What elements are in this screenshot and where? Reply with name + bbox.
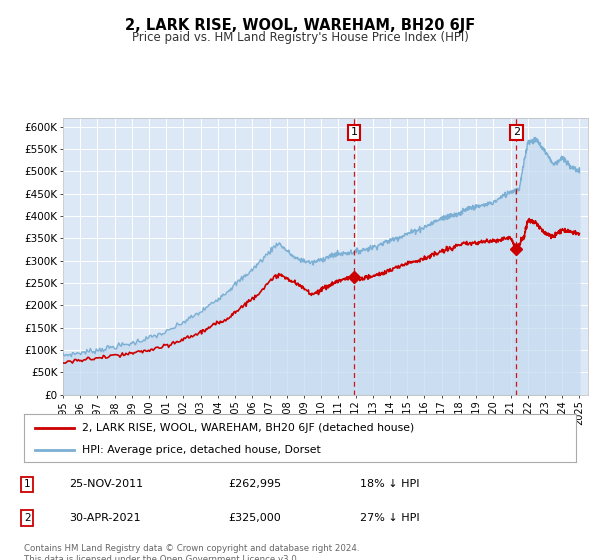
Text: 18% ↓ HPI: 18% ↓ HPI (360, 479, 419, 489)
Text: 30-APR-2021: 30-APR-2021 (69, 513, 140, 523)
Text: 25-NOV-2011: 25-NOV-2011 (69, 479, 143, 489)
Text: 2: 2 (24, 513, 31, 523)
Text: 1: 1 (350, 127, 358, 137)
Text: 1: 1 (24, 479, 31, 489)
Text: Contains HM Land Registry data © Crown copyright and database right 2024.
This d: Contains HM Land Registry data © Crown c… (24, 544, 359, 560)
Text: 27% ↓ HPI: 27% ↓ HPI (360, 513, 419, 523)
Text: Price paid vs. HM Land Registry's House Price Index (HPI): Price paid vs. HM Land Registry's House … (131, 31, 469, 44)
Text: 2, LARK RISE, WOOL, WAREHAM, BH20 6JF (detached house): 2, LARK RISE, WOOL, WAREHAM, BH20 6JF (d… (82, 423, 414, 433)
Text: HPI: Average price, detached house, Dorset: HPI: Average price, detached house, Dors… (82, 445, 321, 455)
Text: 2: 2 (512, 127, 520, 137)
Text: £325,000: £325,000 (228, 513, 281, 523)
Text: £262,995: £262,995 (228, 479, 281, 489)
Text: 2, LARK RISE, WOOL, WAREHAM, BH20 6JF: 2, LARK RISE, WOOL, WAREHAM, BH20 6JF (125, 18, 475, 33)
